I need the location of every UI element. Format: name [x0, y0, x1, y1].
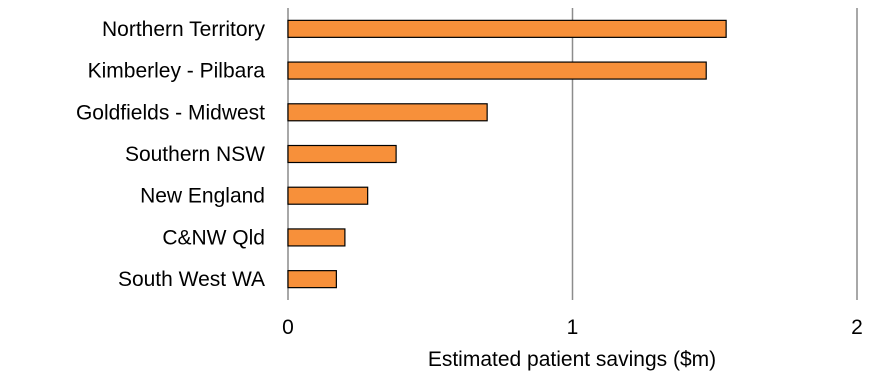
category-label: South West WA	[118, 268, 265, 291]
x-tick-label: 2	[851, 316, 863, 339]
bar	[287, 61, 707, 80]
bar	[287, 270, 337, 289]
bar	[287, 186, 369, 205]
category-label: New England	[140, 185, 265, 208]
category-label: Kimberley - Pilbara	[88, 60, 266, 83]
x-tick-label: 1	[567, 316, 579, 339]
bar	[287, 144, 397, 164]
bar	[287, 103, 488, 122]
x-axis-title: Estimated patient savings ($m)	[428, 348, 716, 371]
category-label: C&NW Qld	[162, 226, 265, 249]
category-labels: Northern Territory Kimberley - Pilbara Gol…	[76, 18, 266, 291]
bars	[287, 19, 727, 289]
bar	[287, 228, 346, 247]
x-tick-label: 0	[282, 316, 294, 339]
bar	[287, 19, 727, 38]
category-label: Goldfields - Midwest	[76, 101, 265, 124]
x-tick-labels: 0 1 2	[282, 316, 863, 339]
category-label: Southern NSW	[125, 143, 265, 166]
category-label: Northern Territory	[102, 18, 265, 41]
